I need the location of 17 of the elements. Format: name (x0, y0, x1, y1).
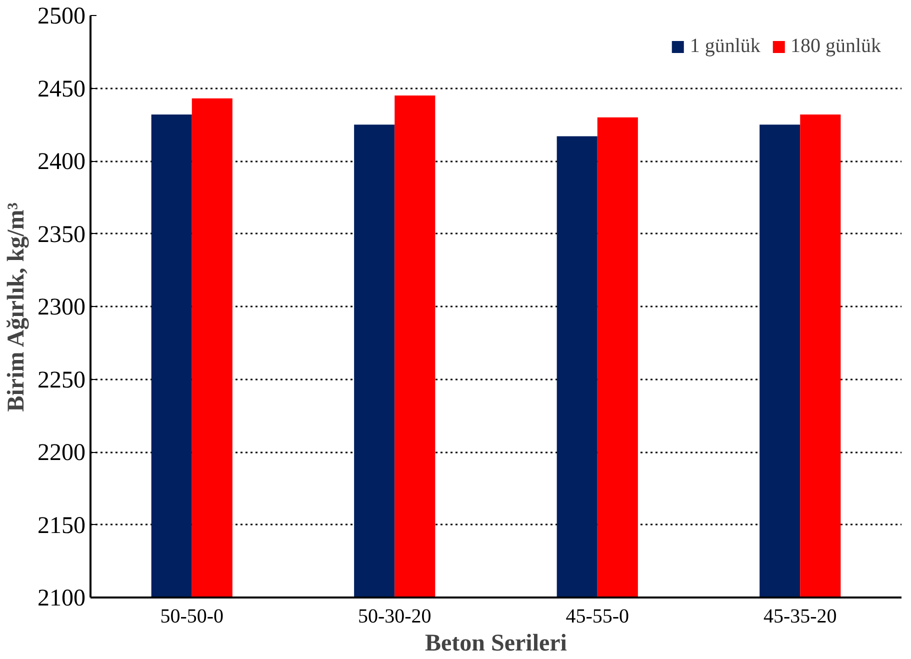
y-tick-label: 2250 (38, 367, 86, 394)
x-axis-title: Beton Serileri (425, 630, 568, 656)
y-tick-label: 2450 (38, 76, 86, 102)
y-tick-label: 2200 (38, 440, 86, 466)
y-tick-label: 2400 (38, 149, 86, 175)
y-axis-title: Birim Ağırlık, kg/m³ (4, 202, 30, 412)
y-tick-label: 2150 (38, 512, 86, 539)
y-tick-label: 2350 (38, 222, 86, 248)
x-tick-label: 50-50-0 (160, 606, 224, 628)
x-tick-label: 45-35-20 (763, 606, 837, 628)
x-tick-label: 50-30-20 (358, 606, 432, 628)
y-tick-label: 2300 (38, 294, 86, 320)
legend-label: 180 günlük (790, 35, 881, 58)
legend-label: 1 günlük (690, 35, 760, 58)
y-tick-label: 2100 (38, 586, 86, 612)
y-tick-label: 2500 (38, 4, 86, 30)
x-tick-label: 45-55-0 (566, 606, 630, 628)
